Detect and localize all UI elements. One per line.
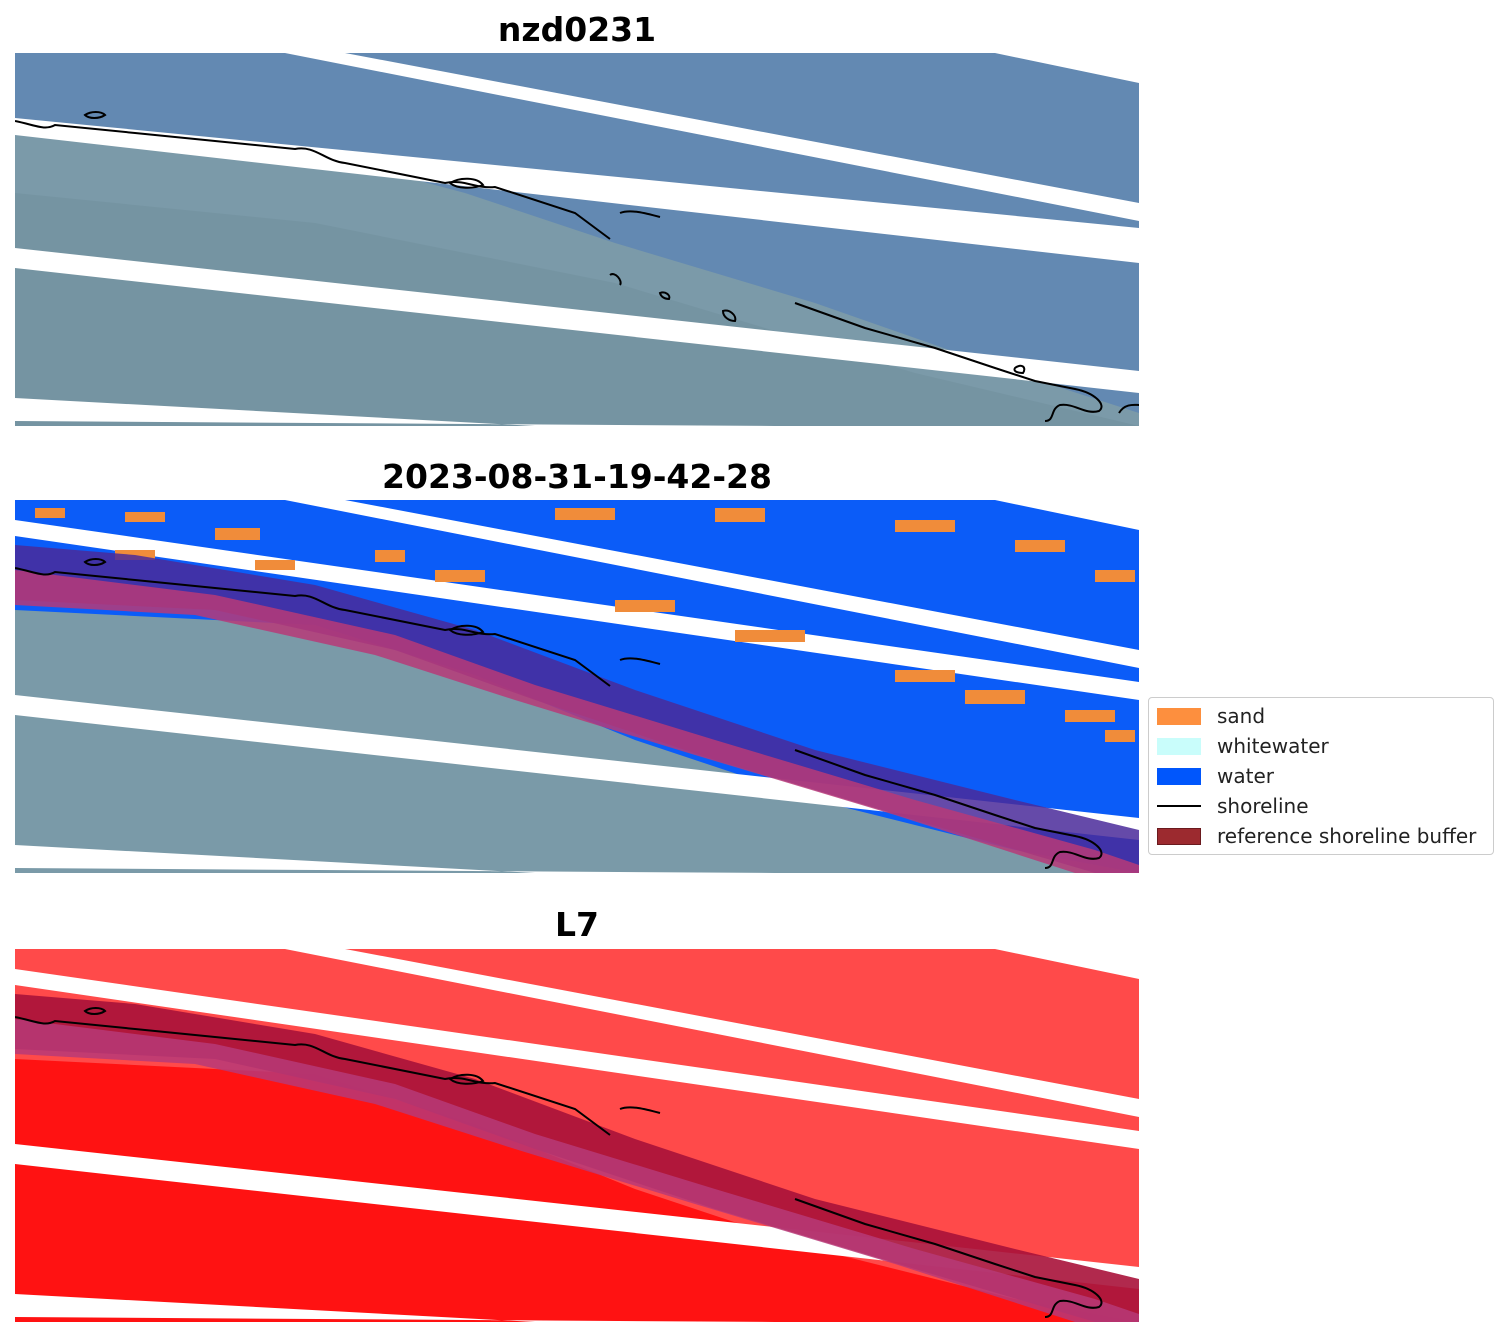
classified-image-panel	[15, 500, 1139, 873]
legend-item-shoreline: shoreline	[1157, 793, 1309, 819]
water-swatch-icon	[1157, 767, 1201, 785]
legend-item-water: water	[1157, 763, 1274, 789]
buffer-swatch-icon	[1157, 827, 1201, 845]
legend-label: water	[1217, 764, 1274, 788]
legend-label: sand	[1217, 704, 1266, 728]
whitewater-swatch-icon	[1157, 737, 1201, 755]
legend-label: whitewater	[1217, 734, 1329, 758]
panel-title-ndwi: L7	[555, 905, 599, 944]
legend-label: shoreline	[1217, 794, 1309, 818]
legend-item-sand: sand	[1157, 703, 1265, 729]
legend-item-buffer: reference shoreline buffer	[1157, 823, 1476, 849]
shoreline-line-icon	[1157, 805, 1201, 807]
panel-title-rgb: nzd0231	[497, 10, 657, 49]
sand-swatch-icon	[1157, 707, 1201, 725]
legend-item-whitewater: whitewater	[1157, 733, 1329, 759]
legend-label: reference shoreline buffer	[1217, 824, 1477, 848]
rgb-image-panel	[15, 53, 1139, 426]
index-image-panel	[15, 949, 1139, 1322]
panel-title-classified: 2023-08-31-19-42-28	[382, 457, 772, 496]
legend: sand whitewater water shoreline referenc…	[1148, 697, 1494, 855]
